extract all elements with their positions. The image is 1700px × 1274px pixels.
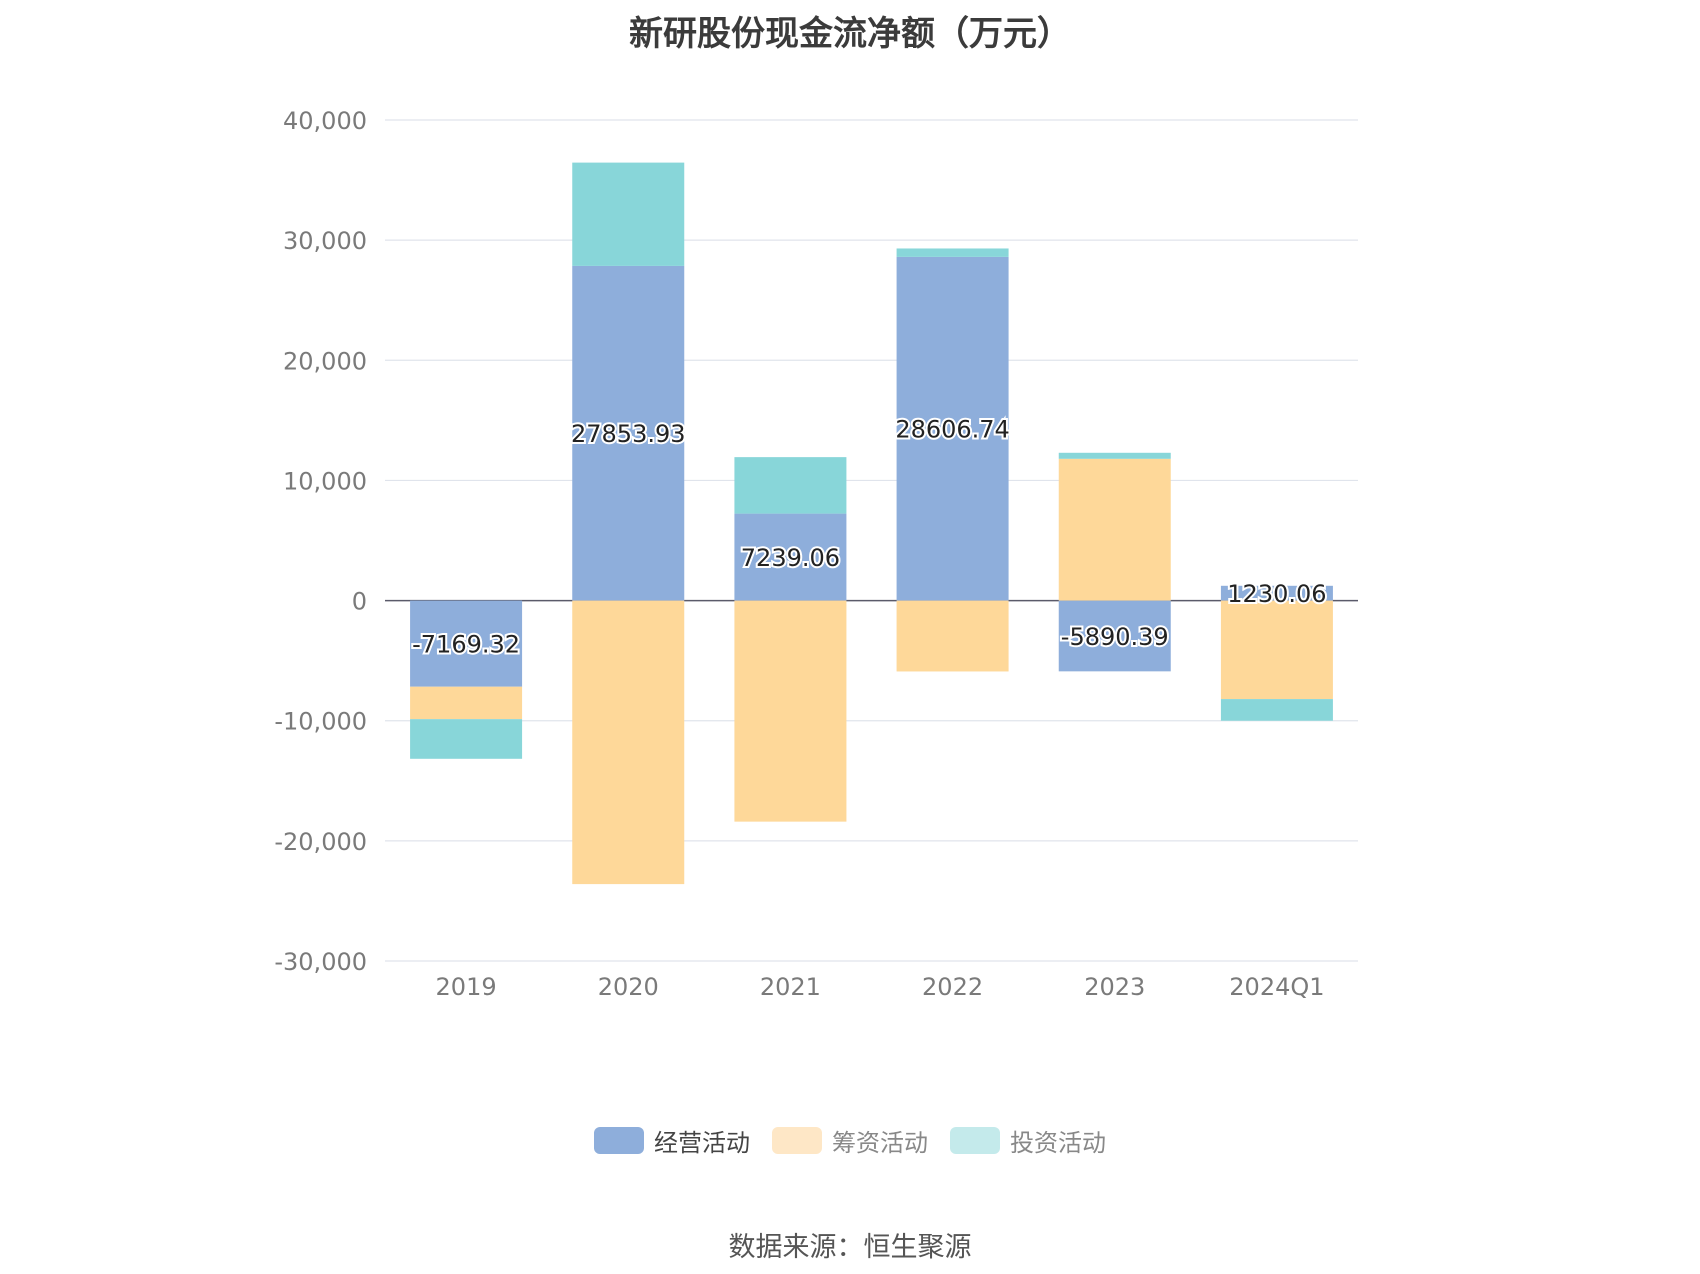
- bar-operating-2020: [572, 265, 685, 601]
- data-label: 28606.74: [895, 416, 1010, 444]
- bar-financing-2024Q1: [1220, 600, 1333, 700]
- bar-investing-2024Q1: [1220, 699, 1333, 721]
- legend-label-investing: 投资活动: [1010, 1129, 1106, 1157]
- bar-financing-2020: [572, 600, 685, 885]
- data-label: 7239.06: [741, 544, 840, 572]
- bar-operating-2024Q1: [1220, 585, 1333, 601]
- data-label: -7169.32: [412, 631, 520, 659]
- legend-item-investing[interactable]: 投资活动: [950, 1123, 1106, 1158]
- legend: 经营活动 筹资活动 投资活动: [0, 1123, 1700, 1158]
- bar-investing-2022: [896, 248, 1009, 257]
- data-label: -5890.39: [1061, 623, 1169, 651]
- y-tick-label: -10,000: [274, 708, 367, 736]
- x-tick-label: 2023: [1084, 973, 1145, 1001]
- x-tick-label: 2019: [436, 973, 497, 1001]
- bar-financing-2023: [1058, 458, 1171, 601]
- legend-item-financing[interactable]: 筹资活动: [772, 1123, 928, 1158]
- bar-financing-2021: [734, 600, 847, 822]
- legend-item-operating[interactable]: 经营活动: [594, 1123, 750, 1158]
- legend-swatch-operating: [594, 1127, 644, 1154]
- bar-financing-2022: [896, 600, 1009, 672]
- y-tick-label: -20,000: [274, 828, 367, 856]
- bar-investing-2020: [572, 162, 685, 266]
- bar-financing-2019: [410, 686, 523, 720]
- bar-investing-2021: [734, 457, 847, 514]
- x-tick-label: 2024Q1: [1229, 973, 1324, 1001]
- y-tick-label: 30,000: [283, 227, 367, 255]
- bar-investing-2023: [1058, 452, 1171, 459]
- legend-swatch-investing: [950, 1127, 1000, 1154]
- data-label: 1230.06: [1227, 580, 1326, 608]
- x-tick-label: 2020: [598, 973, 659, 1001]
- y-tick-label: 40,000: [283, 107, 367, 135]
- x-tick-label: 2021: [760, 973, 821, 1001]
- data-source: 数据来源：恒生聚源: [728, 1232, 972, 1263]
- legend-label-financing: 筹资活动: [832, 1129, 928, 1157]
- bar-operating-2022: [896, 256, 1009, 601]
- bar-operating-2021: [734, 513, 847, 601]
- bar-investing-2019: [410, 719, 523, 759]
- bar-operating-2019: [410, 600, 523, 687]
- y-tick-label: 10,000: [283, 467, 367, 495]
- y-tick-label: 0: [352, 588, 367, 616]
- x-tick-label: 2022: [922, 973, 983, 1001]
- bar-operating-2023: [1058, 600, 1171, 672]
- y-tick-label: -30,000: [274, 948, 367, 976]
- chart-title: 新研股份现金流净额（万元）: [629, 14, 1071, 54]
- legend-swatch-financing: [772, 1127, 822, 1154]
- legend-label-operating: 经营活动: [654, 1129, 750, 1157]
- data-label: 27853.93: [571, 420, 686, 448]
- y-tick-label: 20,000: [283, 347, 367, 375]
